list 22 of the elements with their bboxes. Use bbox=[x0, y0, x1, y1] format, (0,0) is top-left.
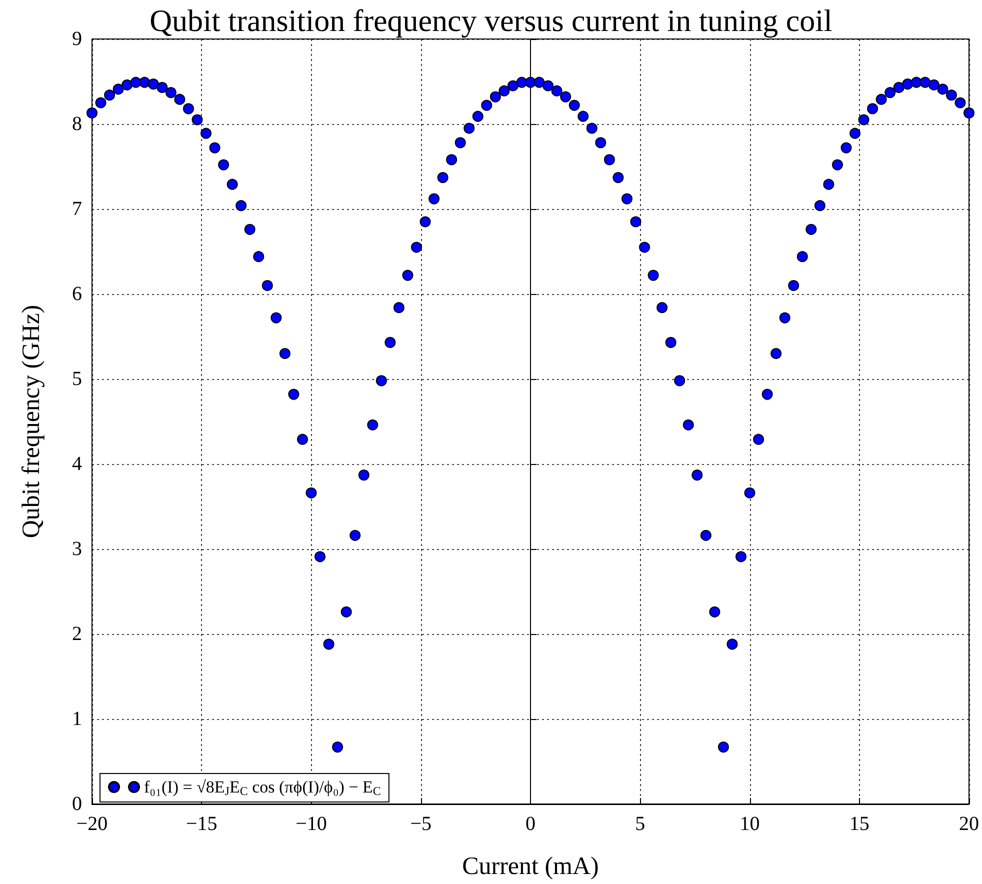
x-tick-label: −20 bbox=[76, 813, 108, 835]
y-tick-label: 4 bbox=[72, 453, 82, 475]
y-tick-label: 9 bbox=[72, 28, 82, 50]
y-tick-label: 3 bbox=[72, 538, 82, 560]
x-tick-label: 15 bbox=[849, 813, 870, 835]
y-tick-label: 1 bbox=[72, 708, 82, 730]
x-tick-label: 10 bbox=[740, 813, 760, 835]
x-tick-label: −15 bbox=[186, 813, 218, 835]
y-tick-label: 7 bbox=[72, 198, 82, 220]
y-tick-label: 5 bbox=[72, 368, 82, 390]
x-tick-label: 20 bbox=[959, 813, 979, 835]
y-axis-title: Qubit frequency (GHz) bbox=[18, 304, 45, 538]
x-tick-label: −5 bbox=[410, 813, 432, 835]
y-tick-label: 2 bbox=[72, 623, 82, 645]
y-tick-label: 8 bbox=[72, 113, 82, 135]
x-tick-label: −10 bbox=[296, 813, 327, 835]
y-tick-label: 6 bbox=[72, 283, 82, 305]
chart-title: Qubit transition frequency versus current in tuning coil bbox=[150, 3, 832, 38]
y-tick-label: 0 bbox=[72, 793, 82, 815]
x-axis-title: Current (mA) bbox=[462, 853, 599, 880]
x-tick-label: 5 bbox=[635, 813, 646, 835]
x-tick-label: 0 bbox=[526, 813, 536, 835]
